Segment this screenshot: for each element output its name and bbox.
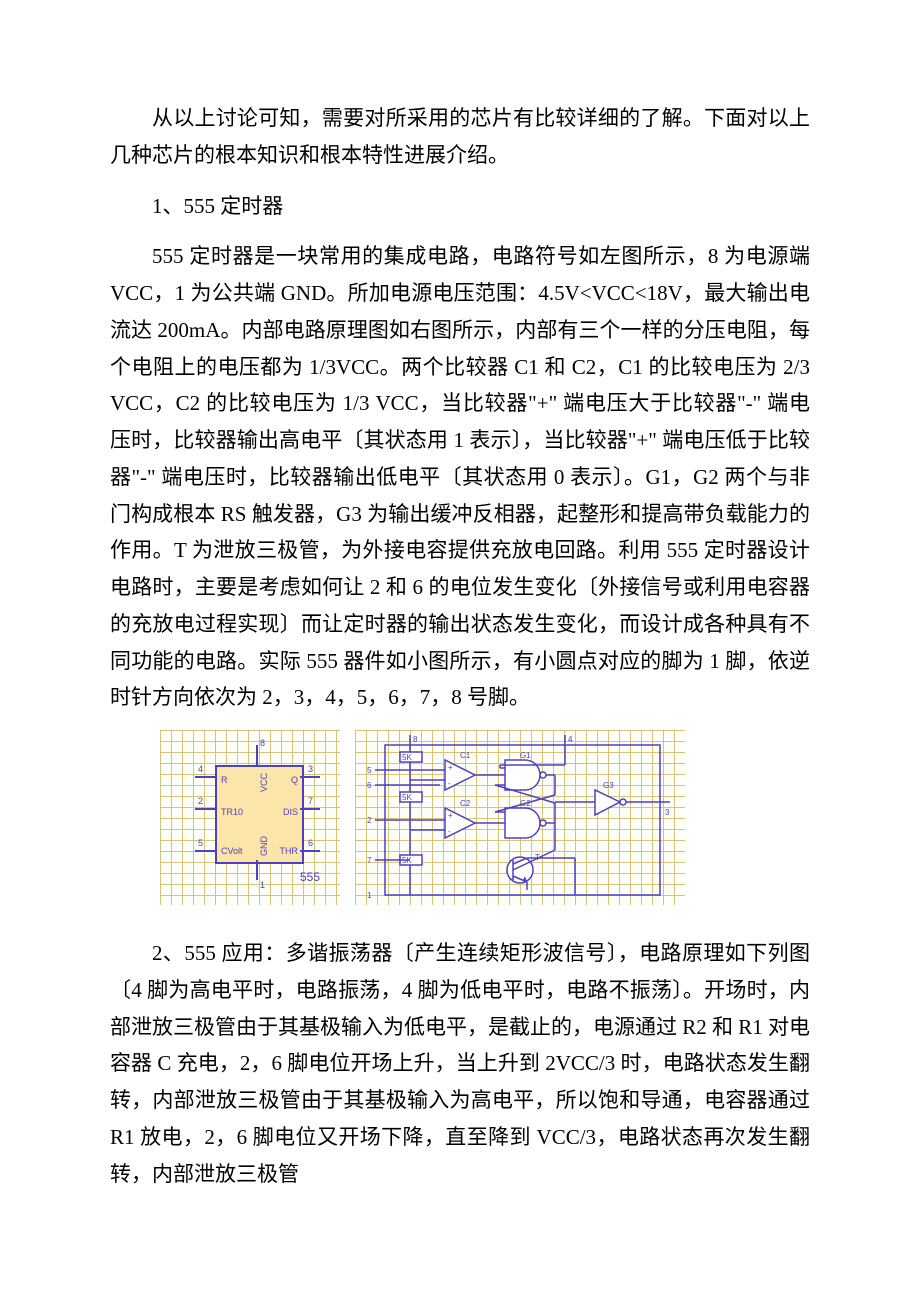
pin-line <box>256 860 258 880</box>
pin-num-8: 8 <box>260 738 265 748</box>
pin-line <box>195 776 215 778</box>
pin-label-thr: THR <box>280 846 299 856</box>
pin-label-trig: TR10 <box>221 807 243 817</box>
paragraph-555-app: 2、555 应用：多谐振荡器〔产生连续矩形波信号〕，电路原理如下列图〔4 脚为高… <box>110 935 810 1192</box>
c1-label: C1 <box>460 751 471 760</box>
chip-symbol-diagram: R Q TR10 DIS CVolt THR VCC GND 4 3 2 7 <box>160 730 340 905</box>
pin-label-r: R <box>221 775 228 785</box>
heading-555-timer: 1、555 定时器 <box>110 188 810 225</box>
svg-text:-: - <box>448 779 451 788</box>
pin5-text: 5 <box>367 766 372 775</box>
paragraph-555-desc: 555 定时器是一块常用的集成电路，电路符号如左图所示，8 为电源端 VCC，1… <box>110 238 810 716</box>
pin-num-6: 6 <box>308 838 313 848</box>
c2-label: C2 <box>460 799 471 808</box>
chip-555-body: R Q TR10 DIS CVolt THR VCC GND <box>215 765 304 864</box>
pin-label-cvolt: CVolt <box>221 846 243 856</box>
pin-label-q: Q <box>291 775 298 785</box>
pin-line <box>300 850 320 852</box>
pin1-text: 1 <box>367 891 372 900</box>
internal-circuit-diagram: 8 4 5K 5K 5K 5 6 2 <box>355 730 685 905</box>
pin-line <box>300 808 320 810</box>
pin6-text: 6 <box>367 781 372 790</box>
chip-name-label: 555 <box>300 870 320 884</box>
pin-num-2: 2 <box>198 796 203 806</box>
pin-line <box>256 745 258 765</box>
r1-label: 5K <box>402 753 412 762</box>
pin-num-5: 5 <box>198 838 203 848</box>
svg-text:+: + <box>448 811 453 820</box>
pin3-text: 3 <box>665 808 670 817</box>
g3-label: G3 <box>603 781 614 790</box>
pin-label-dis: DIS <box>283 807 298 817</box>
g1-label: G1 <box>520 751 531 760</box>
pin8-text: 8 <box>413 735 418 744</box>
pin-line <box>195 850 215 852</box>
document-page: 从以上讨论可知，需要对所采用的芯片有比较详细的了解。下面对以上几种芯片的根本知识… <box>0 0 920 1266</box>
circuit-svg: 8 4 5K 5K 5K 5 6 2 <box>355 730 685 905</box>
pin-num-3: 3 <box>308 764 313 774</box>
paragraph-intro: 从以上讨论可知，需要对所采用的芯片有比较详细的了解。下面对以上几种芯片的根本知识… <box>110 100 810 174</box>
pin-num-4: 4 <box>198 764 203 774</box>
svg-text:+: + <box>448 763 453 772</box>
circuit-diagrams: R Q TR10 DIS CVolt THR VCC GND 4 3 2 7 <box>160 730 810 905</box>
pin-line <box>300 776 320 778</box>
pin-num-7: 7 <box>308 796 313 806</box>
r2-label: 5K <box>402 793 412 802</box>
pin-line <box>195 808 215 810</box>
pin-label-vcc: VCC <box>259 773 269 792</box>
pin-num-1: 1 <box>260 880 265 890</box>
pin4-text: 4 <box>568 735 573 744</box>
pin-label-gnd: GND <box>259 836 269 856</box>
pin2-text: 2 <box>367 816 372 825</box>
pin7-text: 7 <box>367 856 372 865</box>
svg-text:-: - <box>448 827 451 836</box>
